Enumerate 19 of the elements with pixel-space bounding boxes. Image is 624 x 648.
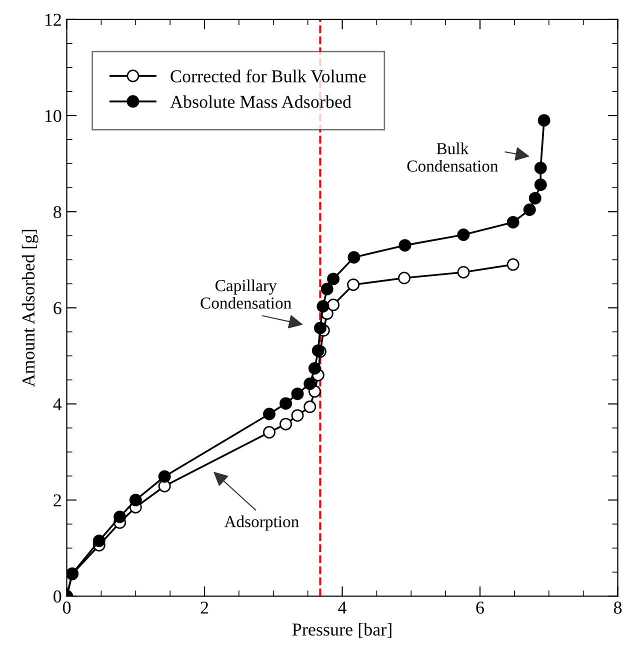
x-tick-label: 2 [200, 602, 208, 614]
legend-label: Corrected for Bulk Volume [170, 70, 366, 83]
annotation: Bulk Condensation [407, 142, 498, 172]
y-tick-label: 12 [45, 14, 61, 26]
x-axis-title: Pressure [bar] [292, 622, 392, 638]
y-tick-label: 10 [45, 110, 62, 122]
annotation: Adsorption [224, 516, 299, 531]
y-tick-label: 8 [54, 206, 62, 218]
y-tick-label: 0 [54, 590, 62, 603]
x-tick-label: 6 [476, 602, 484, 614]
legend-label: Absolute Mass Adsorbed [170, 95, 352, 108]
x-tick-label: 0 [62, 602, 71, 614]
y-tick-label: 4 [53, 398, 62, 410]
x-tick-label: 4 [338, 602, 346, 614]
y-tick-label: 6 [54, 302, 62, 314]
annotation: Capillary Condensation [200, 279, 292, 309]
y-axis-title: Amount Adsorbed [g] [22, 230, 38, 387]
x-tick-label: 8 [614, 602, 622, 614]
y-tick-label: 2 [54, 494, 61, 506]
